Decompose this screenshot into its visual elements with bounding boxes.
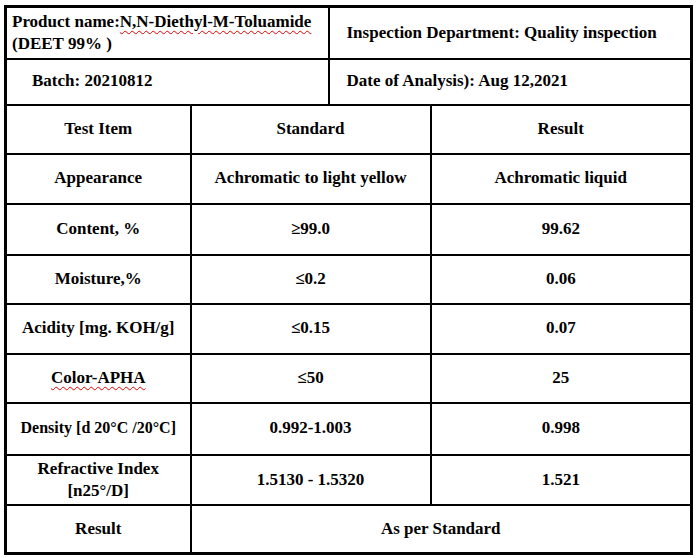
coa-table: Product name:N,N-Diethyl-M-Toluamide (DE… <box>4 5 693 555</box>
standard-appearance: Achromatic to light yellow <box>191 154 431 204</box>
test-item-content: Content, % <box>6 204 191 255</box>
certificate-of-analysis-document: Product name:N,N-Diethyl-M-Toluamide (DE… <box>0 0 696 558</box>
product-name-label: Product name: <box>12 12 120 31</box>
header-result: Result <box>431 105 692 154</box>
standard-moisture: ≤0.2 <box>191 255 431 304</box>
test-item-moisture: Moisture,% <box>6 255 191 304</box>
overall-result-value: As per Standard <box>191 505 692 554</box>
test-item-color-apha: Color-APHA <box>6 354 191 403</box>
table-header-row: Test Item Standard Result <box>6 105 692 154</box>
table-row: Moisture,% ≤0.2 0.06 <box>6 255 692 304</box>
header-standard: Standard <box>191 105 431 154</box>
standard-density: 0.992-1.003 <box>191 403 431 455</box>
overall-result-label: Result <box>6 505 191 554</box>
result-density: 0.998 <box>431 403 692 455</box>
product-name-cell: Product name:N,N-Diethyl-M-Toluamide (DE… <box>6 7 329 59</box>
batch-cell: Batch: 20210812 <box>6 59 329 105</box>
table-row: Density [d 20°C /20°C] 0.992-1.003 0.998 <box>6 403 692 455</box>
table-row: Color-APHA ≤50 25 <box>6 354 692 403</box>
result-acidity: 0.07 <box>431 304 692 354</box>
table-row: Appearance Achromatic to light yellow Ac… <box>6 154 692 204</box>
result-moisture: 0.06 <box>431 255 692 304</box>
result-content: 99.62 <box>431 204 692 255</box>
test-item-density: Density [d 20°C /20°C] <box>6 403 191 455</box>
product-name-value: N,N-Diethyl-M-Toluamide <box>120 12 312 31</box>
inspection-department-cell: Inspection Department: Quality inspectio… <box>329 7 692 59</box>
standard-refractive-index: 1.5130 - 1.5320 <box>191 455 431 505</box>
result-refractive-index: 1.521 <box>431 455 692 505</box>
table-row: Product name:N,N-Diethyl-M-Toluamide (DE… <box>6 7 692 59</box>
product-name-suffix: (DEET 99% ) <box>12 33 326 55</box>
standard-acidity: ≤0.15 <box>191 304 431 354</box>
table-row: Refractive Index [n25°/D] 1.5130 - 1.532… <box>6 455 692 505</box>
header-test-item: Test Item <box>6 105 191 154</box>
standard-color-apha: ≤50 <box>191 354 431 403</box>
color-apha-label: Color-APHA <box>51 368 146 387</box>
standard-content: ≥99.0 <box>191 204 431 255</box>
table-row: Batch: 20210812 Date of Analysis): Aug 1… <box>6 59 692 105</box>
table-row: Content, % ≥99.0 99.62 <box>6 204 692 255</box>
table-footer-row: Result As per Standard <box>6 505 692 554</box>
result-color-apha: 25 <box>431 354 692 403</box>
test-item-refractive-index: Refractive Index [n25°/D] <box>6 455 191 505</box>
test-item-acidity: Acidity [mg. KOH/g] <box>6 304 191 354</box>
test-item-appearance: Appearance <box>6 154 191 204</box>
result-appearance: Achromatic liquid <box>431 154 692 204</box>
table-row: Acidity [mg. KOH/g] ≤0.15 0.07 <box>6 304 692 354</box>
date-of-analysis-cell: Date of Analysis): Aug 12,2021 <box>329 59 692 105</box>
